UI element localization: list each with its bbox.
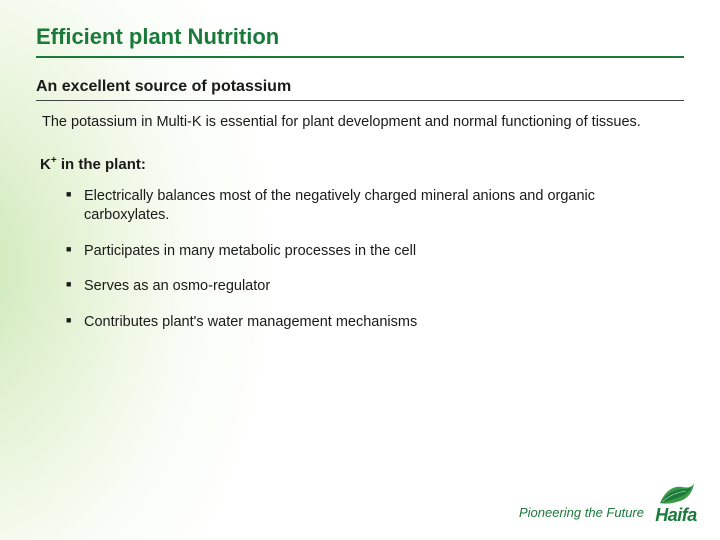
brand-logo-text: Haifa	[655, 505, 697, 526]
list-item: Contributes plant's water management mec…	[66, 313, 684, 333]
leaf-icon	[654, 479, 698, 507]
list-heading-suffix: in the plant:	[57, 156, 146, 173]
slide-content: Efficient plant Nutrition An excellent s…	[0, 0, 720, 540]
slide-subtitle: An excellent source of potassium	[36, 78, 684, 101]
list-item: Participates in many metabolic processes…	[66, 242, 684, 262]
footer-tagline: Pioneering the Future	[519, 505, 644, 520]
list-heading: K+ in the plant:	[40, 155, 684, 173]
bullet-list: Electrically balances most of the negati…	[66, 187, 684, 333]
footer: Pioneering the Future Haifa	[519, 479, 698, 526]
list-heading-prefix: K	[40, 156, 51, 173]
brand-logo: Haifa	[654, 479, 698, 526]
list-item: Serves as an osmo-regulator	[66, 277, 684, 297]
list-item: Electrically balances most of the negati…	[66, 187, 684, 226]
intro-paragraph: The potassium in Multi-K is essential fo…	[42, 113, 678, 133]
slide-title: Efficient plant Nutrition	[36, 24, 684, 58]
